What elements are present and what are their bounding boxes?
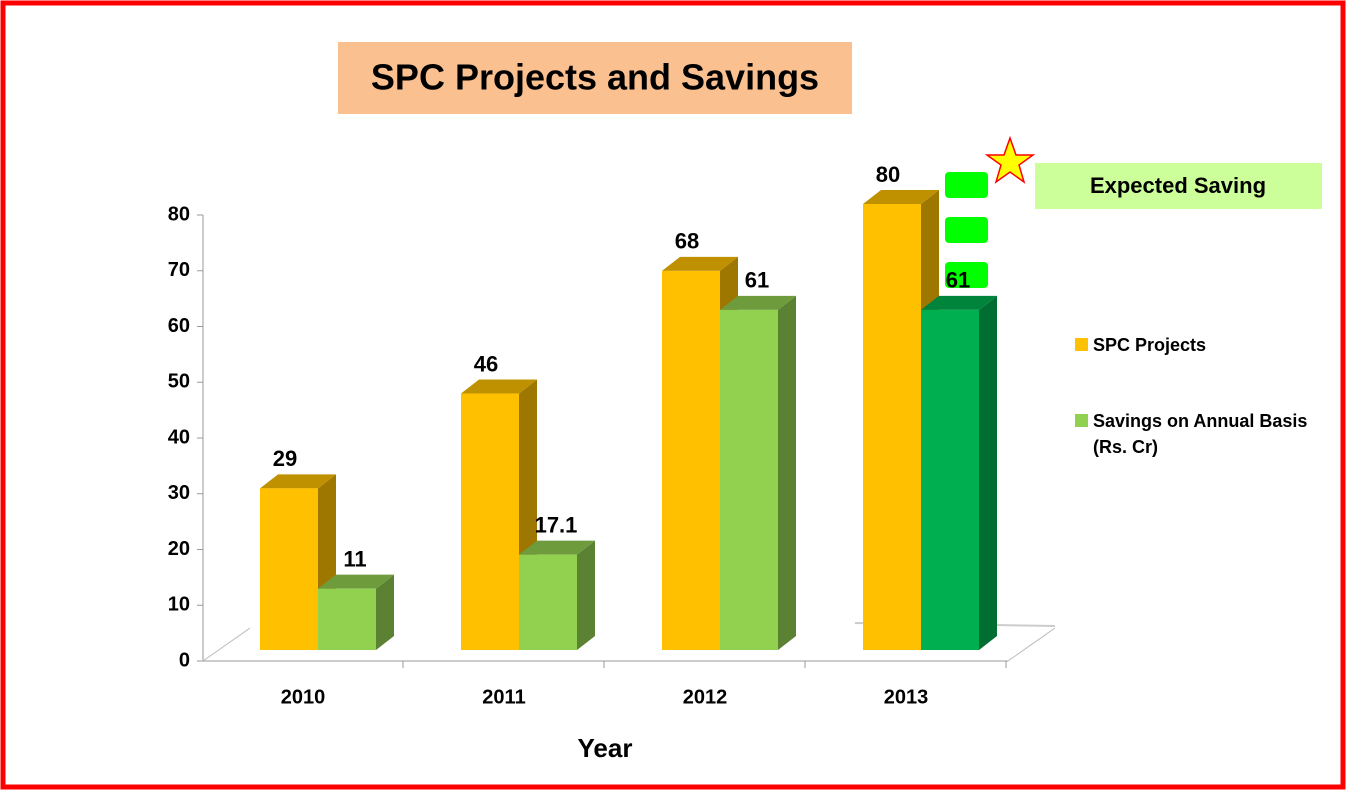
bar-top <box>662 256 738 271</box>
floor-edge <box>1007 627 1056 662</box>
y-tick-label: 40 <box>168 426 190 448</box>
legend-swatch <box>1075 338 1088 351</box>
legend-swatch <box>1075 414 1088 427</box>
bar-top <box>461 379 537 394</box>
bar <box>260 488 318 650</box>
x-tick-label: 2011 <box>482 686 525 708</box>
bar-top <box>519 540 595 555</box>
bar-top <box>318 574 394 589</box>
annotation-box <box>1035 163 1322 209</box>
bar-top <box>720 295 796 310</box>
bar <box>461 393 519 650</box>
y-tick-label: 70 <box>168 259 190 281</box>
y-tick-label: 20 <box>168 538 190 560</box>
bar <box>720 309 778 650</box>
legend-entry: SPC Projects <box>1093 335 1207 355</box>
bar-side <box>577 540 595 650</box>
bar <box>318 588 376 650</box>
bar-side <box>778 295 796 650</box>
data-label: 61 <box>946 268 970 293</box>
bar <box>863 204 921 650</box>
floor-edge <box>202 627 251 662</box>
data-label: 11 <box>343 546 366 571</box>
star <box>984 135 1036 184</box>
bar-top <box>921 295 997 310</box>
y-tick-label: 0 <box>179 649 190 671</box>
y-tick-label: 30 <box>168 482 190 504</box>
legend-entry: Savings on Annual Basis (Rs. Cr) <box>1093 411 1308 457</box>
data-label: 61 <box>745 268 769 293</box>
bar-side <box>979 295 997 650</box>
data-label: 68 <box>675 229 699 254</box>
y-tick-label: 10 <box>168 594 190 616</box>
y-tick-label: 50 <box>168 371 190 393</box>
title-box <box>338 42 852 114</box>
expected-dash <box>945 172 988 198</box>
annotation: Expected Saving <box>1090 173 1266 198</box>
bar-top <box>863 190 939 204</box>
x-tick-label: 2012 <box>683 686 728 708</box>
bar <box>662 270 720 650</box>
x-axis-label: Year <box>578 733 633 763</box>
bar-side <box>376 574 394 650</box>
x-tick-label: 2010 <box>281 686 326 708</box>
data-label: 46 <box>474 351 498 376</box>
expected-dash <box>945 217 988 243</box>
data-label: 17.1 <box>535 512 578 537</box>
chart-title: SPC Projects and Savings <box>371 57 819 98</box>
data-label: 80 <box>876 162 900 187</box>
x-tick-label: 2013 <box>884 686 929 708</box>
expected-dash <box>945 262 988 288</box>
bar <box>921 309 979 650</box>
bar <box>519 554 577 650</box>
data-label: 29 <box>273 446 297 471</box>
y-tick-label: 80 <box>168 203 190 225</box>
bar-top <box>260 474 336 489</box>
y-tick-label: 60 <box>168 315 190 337</box>
